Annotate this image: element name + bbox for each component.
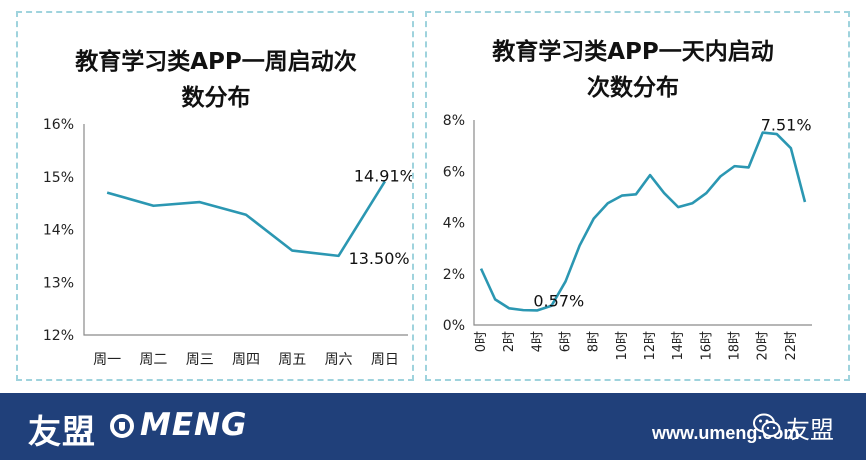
x-tick-label: 周日 [371,352,399,368]
chart-title-line-2: 次数分布 [587,74,679,101]
x-tick-label: 8时 [587,331,602,352]
axis-lines [473,120,812,326]
data-label: 7.51% [761,116,812,135]
x-tick-label: 周四 [232,352,260,368]
brand-name-en: MENG [140,407,248,443]
x-tick-label: 18时 [728,331,743,361]
y-tick-label: 0% [443,318,465,334]
footer-banner: 友盟 MENG www.umeng.com 友盟 [0,393,866,460]
y-tick-label: 6% [443,164,465,180]
hourly-chart-panel: 教育学习类APP一天内启动 次数分布 8% 6% 4% 2% 0% 0时 2时 4时 6时 8时 1… [425,11,850,381]
data-label: 0.57% [533,291,584,310]
x-tick-label: 周六 [325,352,353,368]
data-label: 13.50% [349,249,410,268]
chart-title-line-1: 教育学习类APP一天内启动 [492,38,774,65]
x-tick-label: 周五 [278,352,306,368]
x-tick-label: 16时 [699,331,714,361]
y-tick-label: 16% [43,117,74,133]
x-tick-label: 14时 [671,331,686,361]
y-tick-label: 14% [43,223,74,239]
data-label: 14.91% [354,166,412,185]
weekly-chart-panel: 教育学习类APP一周启动次 数分布 16% 15% 14% 13% 12% 周一 周二 周三 周… [16,11,414,381]
y-tick-label: 15% [43,170,74,186]
series-line [106,180,386,258]
wechat-account-name: 友盟 [786,416,834,444]
x-tick-label: 周一 [93,352,121,368]
x-tick-label: 12时 [643,331,658,361]
hourly-launch-line-chart: 教育学习类APP一天内启动 次数分布 8% 6% 4% 2% 0% 0时 2时 4时 6时 8时 1… [443,38,812,361]
umeng-logo-icon [110,414,134,438]
y-tick-label: 13% [43,275,74,291]
chart-title-line-1: 教育学习类APP一周启动次 [75,48,357,75]
x-tick-label: 10时 [615,331,630,361]
x-tick-label: 0时 [474,331,489,352]
x-tick-label: 20时 [756,331,771,361]
chart-title-line-2: 数分布 [182,84,251,111]
x-tick-label: 周三 [186,352,214,368]
y-tick-label: 2% [443,267,465,283]
y-tick-label: 12% [43,328,74,344]
weekly-launch-line-chart: 教育学习类APP一周启动次 数分布 16% 15% 14% 13% 12% 周一 周二 周三 周… [43,48,412,368]
y-tick-label: 4% [443,216,465,232]
brand-name-cn: 友盟 [28,412,96,451]
y-tick-label: 8% [443,113,465,129]
axis-lines [83,124,408,336]
x-tick-label: 22时 [784,331,799,361]
series-line [479,131,807,312]
x-tick-label: 6时 [559,331,574,352]
x-tick-label: 2时 [502,331,517,352]
x-tick-label: 周二 [139,352,167,368]
wechat-icon [753,413,781,437]
x-tick-label: 4时 [530,331,545,352]
